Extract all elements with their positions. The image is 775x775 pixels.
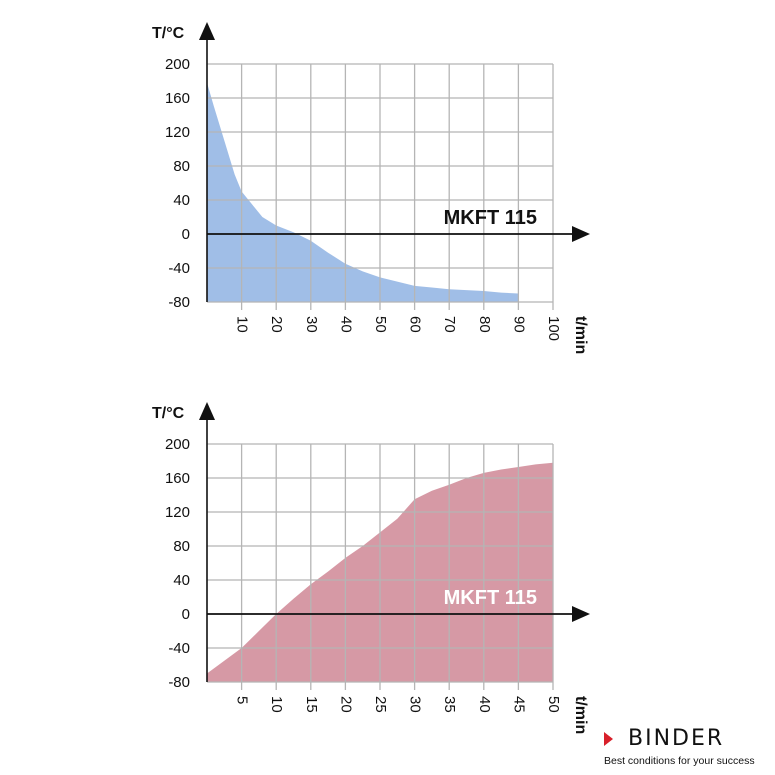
y-axis-arrow <box>199 402 215 420</box>
y-tick-label: -80 <box>168 674 190 691</box>
y-tick-label: 40 <box>173 572 190 589</box>
x-tick-label: 5 <box>234 696 251 704</box>
x-tick-label: 10 <box>268 696 285 713</box>
x-axis-arrow <box>572 606 590 622</box>
y-axis-title: T/°C <box>152 25 185 42</box>
x-tick-label: 90 <box>510 316 527 333</box>
y-tick-label: 160 <box>165 470 190 487</box>
brand-logo-block: BINDER Best conditions for your success <box>604 728 764 767</box>
x-axis-title: t/min <box>572 316 589 354</box>
x-tick-label: 70 <box>441 316 458 333</box>
y-tick-label: 80 <box>173 158 190 175</box>
x-tick-label: 40 <box>337 316 354 333</box>
series-label: MKFT 115 <box>444 587 537 609</box>
x-tick-label: 25 <box>372 696 389 713</box>
chart-heating: T/°C 200 160 120 80 40 0 -40 -80 5 10 15 20 25 30 35 40 4… <box>152 402 590 734</box>
x-tick-label: 35 <box>441 696 458 713</box>
y-tick-label: 120 <box>165 504 190 521</box>
x-tick-label: 60 <box>407 316 424 333</box>
x-tick-label: 100 <box>545 316 562 341</box>
binder-logo: BINDER <box>604 728 764 750</box>
y-tick-label: 40 <box>173 192 190 209</box>
x-tick-label: 45 <box>510 696 527 713</box>
x-tick-label: 50 <box>545 696 562 713</box>
y-axis-title: T/°C <box>152 405 185 422</box>
y-tick-label: 0 <box>182 606 190 623</box>
x-tick-label: 15 <box>303 696 320 713</box>
chart-cooling: T/°C 200 160 120 80 40 0 -40 -80 10 20 30 40 50 60 70 80… <box>152 22 590 354</box>
x-axis-title: t/min <box>572 696 589 734</box>
y-tick-label: 120 <box>165 124 190 141</box>
x-tick-label: 30 <box>407 696 424 713</box>
y-tick-label: 200 <box>165 56 190 73</box>
y-tick-label: -80 <box>168 294 190 311</box>
binder-arrow-icon <box>604 732 613 746</box>
x-tick-label: 30 <box>303 316 320 333</box>
y-tick-label: 80 <box>173 538 190 555</box>
series-label: MKFT 115 <box>444 207 537 229</box>
y-axis-arrow <box>199 22 215 40</box>
brand-tagline: Best conditions for your success <box>604 755 755 767</box>
y-tick-label: -40 <box>168 640 190 657</box>
y-tick-label: 160 <box>165 90 190 107</box>
x-tick-label: 40 <box>476 696 493 713</box>
y-tick-label: 200 <box>165 436 190 453</box>
series-area-fill <box>207 82 519 302</box>
x-tick-label: 20 <box>337 696 354 713</box>
y-tick-label: -40 <box>168 260 190 277</box>
x-tick-label: 10 <box>234 316 251 333</box>
x-axis-arrow <box>572 226 590 242</box>
x-tick-label: 80 <box>476 316 493 333</box>
brand-name: BINDER <box>628 726 725 751</box>
y-tick-label: 0 <box>182 226 190 243</box>
x-tick-label: 50 <box>372 316 389 333</box>
x-tick-label: 20 <box>268 316 285 333</box>
